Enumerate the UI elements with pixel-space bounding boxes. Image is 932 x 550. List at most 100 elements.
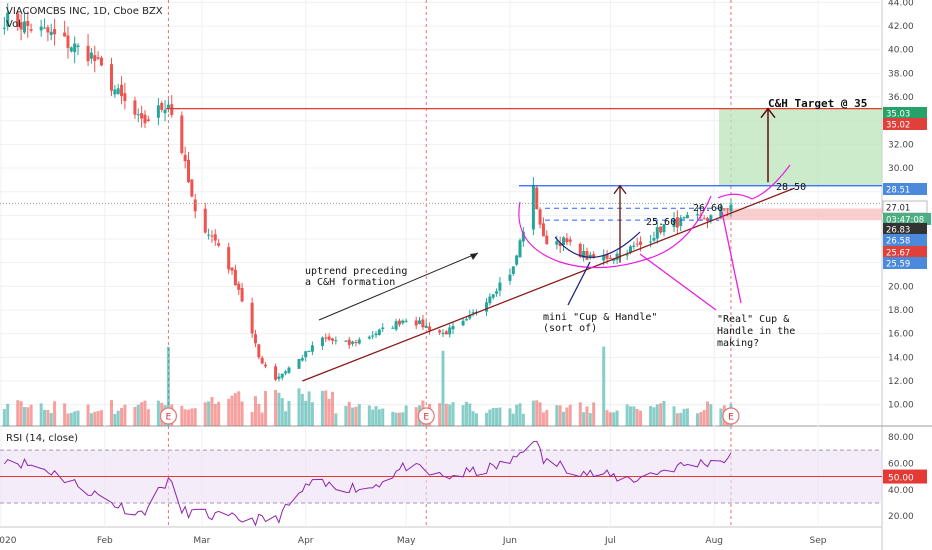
volume-bar (709, 404, 713, 426)
candle-body (639, 241, 643, 245)
volume-bar (324, 390, 328, 426)
candle-body (116, 88, 120, 94)
volume-bar (287, 400, 291, 426)
volume-bar (401, 412, 405, 426)
volume-bar (485, 412, 489, 426)
uptrend-arrow-head (470, 253, 478, 260)
candle-body (649, 241, 653, 243)
volume-bar (451, 402, 455, 426)
target-arrow-head (760, 107, 776, 119)
volume-bar (448, 404, 452, 426)
price-badge-label: 26.83 (886, 226, 910, 236)
candle-body (163, 109, 167, 114)
volume-bar (367, 405, 371, 426)
candle-body (203, 208, 207, 233)
volume-bar (391, 411, 395, 426)
time-tick-label: 2020 (0, 536, 17, 546)
volume-bar (69, 412, 73, 426)
volume-label: Vol (6, 19, 21, 30)
volume-bar (521, 413, 525, 426)
volume-bar (545, 409, 549, 426)
price-badge-label: 25.59 (886, 260, 910, 270)
handle-projection (717, 164, 791, 200)
volume-bar (260, 412, 264, 426)
candle-body (582, 250, 586, 258)
candle-body (558, 242, 562, 247)
volume-bar (518, 403, 522, 426)
candle-body (404, 320, 408, 322)
candle-body (394, 321, 398, 330)
volume-bar (310, 402, 314, 426)
volume-bar (652, 407, 656, 426)
volume-bar (253, 396, 257, 426)
volume-bar (562, 411, 566, 426)
candle-body (414, 320, 418, 326)
volume-bar (662, 401, 666, 426)
volume-bar (535, 400, 539, 426)
price-badge-label: 35.02 (886, 121, 910, 131)
candle-body (448, 327, 452, 335)
candle-body (538, 209, 542, 225)
candle-body (521, 231, 525, 242)
candle-body (578, 243, 582, 258)
candle-body (307, 350, 311, 352)
candle-body (535, 187, 539, 210)
candle-body (327, 336, 331, 340)
volume-bar (568, 404, 572, 426)
candle-body (628, 246, 632, 253)
volume-bar (230, 395, 234, 426)
price-tick-label: 38.00 (888, 69, 914, 79)
candle-body (695, 214, 699, 216)
volume-bar (468, 403, 472, 426)
candle-body (632, 245, 636, 247)
volume-bar (461, 405, 465, 426)
candle-body (133, 100, 137, 115)
earnings-marker-circle (417, 407, 435, 425)
volume-bar (582, 412, 586, 426)
candle-body (585, 251, 589, 260)
volume-bar (180, 405, 184, 426)
candle-body (672, 219, 676, 228)
candle-body (69, 47, 73, 52)
price-badge-label: 25.67 (886, 249, 910, 259)
candle-body (441, 333, 445, 335)
volume-bar (277, 392, 281, 426)
candle-body (237, 283, 241, 290)
time-axis[interactable]: 2020 Feb Mar Apr May Jun Jul Aug Sep (0, 536, 827, 546)
volume-bar (327, 398, 331, 426)
volume-bar (357, 404, 361, 426)
level-2850-label: 28.50 (776, 182, 806, 193)
cup-pointer (639, 253, 717, 311)
candle-body (123, 93, 127, 102)
candle-body (682, 217, 686, 219)
candle-body (113, 89, 117, 95)
candle-body (675, 217, 679, 228)
volume-bar (297, 388, 301, 426)
price-badge (883, 213, 931, 225)
price-badge-label: 35.03 (886, 110, 910, 120)
volume-bar (43, 409, 47, 426)
volume-bar (76, 410, 80, 426)
price-badge (883, 257, 927, 269)
volume-bar (655, 404, 659, 426)
volume-bar (541, 412, 545, 426)
volume-bar (592, 402, 596, 426)
candle-body (545, 235, 549, 245)
candle-body (562, 237, 566, 245)
candle-body (488, 296, 492, 304)
volume-bar (93, 411, 97, 426)
volume-bar (284, 411, 288, 426)
candle-body (397, 320, 401, 325)
volume-bar (679, 412, 683, 426)
volume-bar (109, 400, 113, 426)
horizontal-levels (0, 108, 882, 221)
volume-bar (491, 407, 495, 426)
volume-bar (464, 401, 468, 426)
real-cup-annotation-line2: Handle in the (717, 326, 795, 337)
price-candles (2, 3, 733, 382)
candle-body (183, 154, 187, 162)
volume-bar (649, 406, 653, 426)
candle-body (300, 358, 304, 361)
